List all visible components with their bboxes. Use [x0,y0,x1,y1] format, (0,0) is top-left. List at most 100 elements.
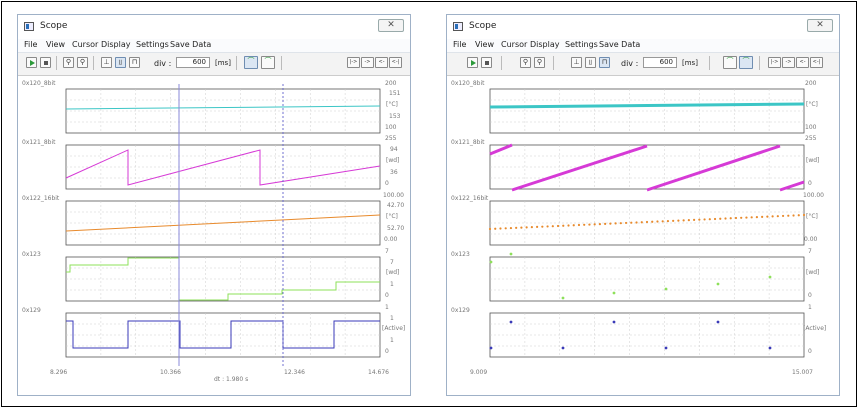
zoom-out-button[interactable]: ⚲ [77,57,88,68]
menu-file[interactable]: File [24,40,38,49]
cursor-delta-button[interactable]: ⊓ [599,57,610,68]
waveform-0x122 [65,214,381,232]
nav-end-button[interactable]: |-> [768,57,781,68]
toolbar-separator [553,56,554,70]
y-label: 1 [808,304,812,311]
menu-cursor[interactable]: Cursor [501,40,528,49]
channel-name-0x121: 0x121_8bit [451,139,485,146]
x-label-left: 8.296 [50,369,68,376]
sample-point-0x122 [729,217,732,220]
y-label: 0 [385,348,389,355]
waveform-0x121-seg [646,144,781,192]
nav-back-button[interactable]: <- [796,57,809,68]
cursor-2-button[interactable]: ⫫ [115,57,126,68]
channel-name-0x123: 0x123 [451,251,470,258]
menu-view[interactable]: View [475,40,494,49]
sample-point-0x122 [651,220,654,223]
stop-button[interactable] [40,57,51,68]
div-unit: [ms] [682,59,698,67]
channel-plots[interactable] [447,76,839,394]
waveform-0x121-seg [489,143,513,156]
y-label: 7 [808,248,812,255]
nav-forward-button[interactable]: -> [361,57,374,68]
line-mode-button[interactable]: ⌒ [723,56,737,69]
nav-forward-icon: -> [785,59,792,65]
cursor-delta-button[interactable]: ⊓ [129,57,140,68]
sample-point-0x122 [525,226,528,229]
sample-point-0x129 [612,320,616,324]
sample-point-0x122 [635,221,638,224]
magnifier-plus-icon: ⚲ [522,58,529,66]
sample-point-0x123 [768,275,772,279]
point-mode-button[interactable]: ⌒ [261,56,275,69]
toolbar: ⚲ ⚲ ⊥ ⫫ ⊓ div : 600 [ms] ⌒ ⌒ |-> -> <- <… [447,53,839,76]
stop-icon [485,61,489,65]
y-label: 52.70 [387,225,405,232]
channel-name-0x122: 0x122_16bit [451,195,489,202]
nav-end-button[interactable]: |-> [347,57,360,68]
sample-point-0x122 [776,215,779,218]
nav-back-button[interactable]: <- [375,57,388,68]
zoom-in-button[interactable]: ⚲ [520,57,531,68]
sample-point-0x122 [604,222,607,225]
sample-point-0x122 [583,223,586,226]
menu-display[interactable]: Display [101,40,131,49]
y-unit: [wd] [806,269,820,276]
cursor-1-button[interactable]: ⊥ [101,57,112,68]
line-mode-button[interactable]: ⌒ [244,56,258,69]
zoom-in-button[interactable]: ⚲ [63,57,74,68]
menu-file[interactable]: File [453,40,467,49]
menu-display[interactable]: Display [530,40,560,49]
plot-area[interactable]: 0x120_8bit 0x121_8bit 0x122_16bit 0x123 … [447,76,839,395]
nav-start-button[interactable]: <-| [810,57,823,68]
sample-point-0x122 [761,215,764,218]
menu-view[interactable]: View [46,40,65,49]
cursor-1-button[interactable]: ⊥ [571,57,582,68]
sample-point-0x122 [687,219,690,222]
sample-point-0x123 [561,296,565,300]
plot-area[interactable]: 0x120_8bit 0x121_8bit 0x122_16bit 0x123 … [18,76,410,395]
sample-point-0x123 [664,287,668,291]
title-bar[interactable]: Scope ✕ [18,15,410,39]
sample-point-0x122 [494,227,497,230]
nav-back-icon: <- [799,59,806,65]
channel-plots[interactable] [18,76,410,394]
y-label: 0 [808,180,812,187]
y-unit: [wd] [386,157,400,164]
nav-forward-button[interactable]: -> [782,57,795,68]
y-label: 7 [385,248,389,255]
sample-point-0x122 [624,221,628,225]
sample-point-0x122 [787,214,790,217]
div-unit: [ms] [215,59,231,67]
div-input[interactable]: 600 [176,57,210,68]
cursor-delta-icon: ⊓ [131,58,138,66]
menu-settings[interactable]: Settings [136,40,169,49]
point-mode-button[interactable]: ⌒ [739,56,753,69]
menu-save-data[interactable]: Save Data [170,40,212,49]
menu-save-data[interactable]: Save Data [599,40,641,49]
y-label: 200 [805,80,817,87]
zoom-out-button[interactable]: ⚲ [534,57,545,68]
y-label: 0 [385,292,389,299]
y-label: 0.00 [384,236,398,243]
waveform-0x123 [66,257,380,301]
cursor-2-button[interactable]: ⫫ [585,57,596,68]
play-button[interactable] [26,57,37,68]
close-button[interactable]: ✕ [807,19,833,32]
close-button[interactable]: ✕ [378,19,404,32]
y-unit: [°C] [806,101,818,108]
menu-cursor[interactable]: Cursor [72,40,99,49]
y-unit: [°C] [386,101,398,108]
div-input[interactable]: 600 [643,57,677,68]
y-label: 36 [390,169,398,176]
sample-point-0x123 [716,282,720,286]
menu-settings[interactable]: Settings [565,40,598,49]
nav-start-button[interactable]: <-| [389,57,402,68]
y-label: 1 [390,337,394,344]
waveform-0x121 [65,149,381,186]
play-button[interactable] [467,57,478,68]
title-bar[interactable]: Scope ✕ [447,15,839,39]
waveform-0x120 [489,102,805,109]
stop-button[interactable] [481,57,492,68]
